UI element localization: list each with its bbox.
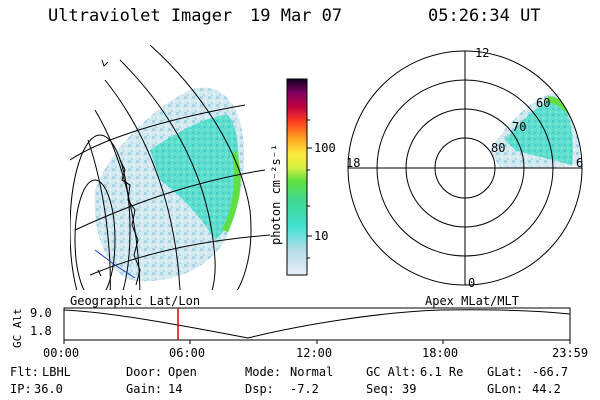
polar-plot: [347, 50, 583, 286]
geographic-map: [70, 45, 270, 290]
info-flt-label: Flt:: [10, 365, 39, 379]
colorbar-tick-100: 100: [314, 141, 336, 155]
orbit-ytick-high: 9.0: [30, 306, 52, 320]
polar-label-12: 12: [475, 46, 490, 60]
info-mode-value: Normal: [290, 365, 334, 379]
polar-label-0: 0: [468, 276, 476, 290]
colorbar: [286, 78, 308, 276]
orbit-xtick-0600: 06:00: [169, 346, 206, 360]
orbit-xtick-1200: 12:00: [296, 346, 333, 360]
orbit-ytick-low: 1.8: [30, 324, 52, 338]
info-glon-value: 44.2: [532, 382, 561, 396]
orbit-xtick-1800: 18:00: [422, 346, 459, 360]
time-label: 05:26:34 UT: [428, 6, 541, 26]
geographic-map-label: Geographic Lat/Lon: [70, 294, 201, 308]
orbit-timeline: [63, 307, 571, 344]
polar-aurora-bright: [505, 98, 573, 165]
polar-label-80: 80: [491, 141, 506, 155]
info-dsp-label: Dsp:: [245, 382, 274, 396]
instrument-title: Ultraviolet Imager: [48, 6, 233, 26]
date-label: 19 Mar 07: [250, 6, 343, 26]
aurora-bright-region: [150, 115, 239, 240]
info-gain-label: Gain:: [126, 382, 163, 396]
polar-label-60: 60: [536, 96, 551, 110]
aurora-green-edge: [222, 150, 241, 232]
info-ip-label: IP:: [10, 382, 32, 396]
colorbar-tick-10: 10: [314, 229, 329, 243]
polar-label-70: 70: [512, 120, 527, 134]
apex-map-label: Apex MLat/MLT: [425, 294, 519, 308]
info-glat-label: GLat:: [487, 365, 524, 379]
orbit-xtick-2359: 23:59: [552, 346, 589, 360]
info-seq-label: Seq:: [366, 382, 395, 396]
info-gcalt-label: GC Alt:: [366, 365, 417, 379]
info-gain-value: 14: [168, 382, 183, 396]
info-glat-value: -66.7: [532, 365, 569, 379]
info-ip-value: 36.0: [34, 382, 63, 396]
coastline-blue: [94, 249, 136, 279]
coastline: [119, 159, 141, 286]
altitude-curve: [63, 309, 571, 339]
info-glon-label: GLon:: [487, 382, 524, 396]
polar-label-6: 6: [576, 156, 584, 170]
info-mode-label: Mode:: [245, 365, 282, 379]
info-flt-value: LBHL: [42, 365, 71, 379]
info-door-label: Door:: [126, 365, 163, 379]
orbit-ylabel: GC Alt: [11, 308, 24, 348]
orbit-xtick-0000: 00:00: [43, 346, 80, 360]
info-seq-value: 39: [402, 382, 417, 396]
polar-label-18: 18: [346, 156, 361, 170]
colorbar-unit-label: photon cm⁻²s⁻¹: [269, 143, 283, 245]
info-gcalt-value: 6.1 Re: [420, 365, 464, 379]
info-door-value: Open: [168, 365, 197, 379]
info-dsp-value: -7.2: [290, 382, 319, 396]
